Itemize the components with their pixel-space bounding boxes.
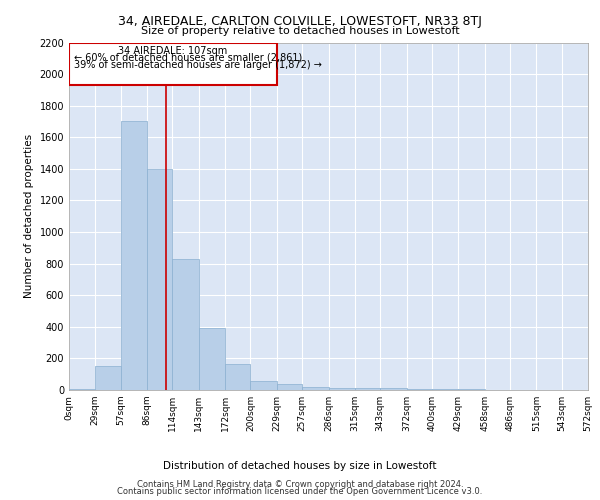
Text: 39% of semi-detached houses are larger (1,872) →: 39% of semi-detached houses are larger (… (74, 60, 322, 70)
Text: Distribution of detached houses by size in Lowestoft: Distribution of detached houses by size … (163, 461, 437, 471)
FancyBboxPatch shape (69, 42, 277, 85)
Bar (380, 388, 407, 390)
Bar (277, 384, 302, 390)
Bar (407, 389, 432, 390)
Bar (121, 122, 147, 390)
Bar (225, 364, 250, 390)
Bar (355, 388, 380, 390)
Bar (302, 387, 329, 390)
Text: ← 60% of detached houses are smaller (2,861): ← 60% of detached houses are smaller (2,… (74, 53, 302, 63)
Bar (95, 366, 121, 390)
Text: Contains HM Land Registry data © Crown copyright and database right 2024.: Contains HM Land Registry data © Crown c… (137, 480, 463, 489)
Text: 34, AIREDALE, CARLTON COLVILLE, LOWESTOFT, NR33 8TJ: 34, AIREDALE, CARLTON COLVILLE, LOWESTOF… (118, 15, 482, 28)
Bar (329, 388, 355, 390)
Bar (432, 389, 458, 390)
Y-axis label: Number of detached properties: Number of detached properties (24, 134, 34, 298)
Text: Contains public sector information licensed under the Open Government Licence v3: Contains public sector information licen… (118, 487, 482, 496)
Bar (458, 389, 485, 390)
Bar (199, 328, 225, 390)
Text: 34 AIREDALE: 107sqm: 34 AIREDALE: 107sqm (118, 46, 227, 56)
Bar (172, 259, 199, 390)
Bar (147, 169, 172, 390)
Bar (69, 389, 95, 390)
Text: Size of property relative to detached houses in Lowestoft: Size of property relative to detached ho… (140, 26, 460, 36)
Bar (250, 380, 277, 390)
